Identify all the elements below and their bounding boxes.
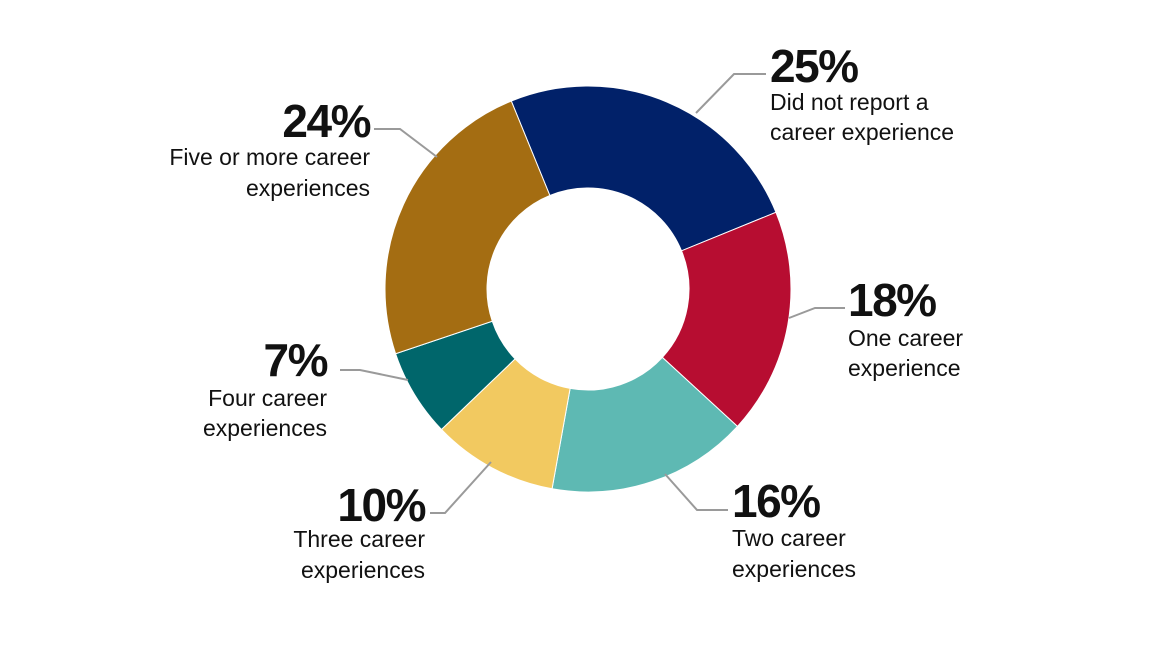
slice-value-label: 25% [770,40,858,92]
slice-value-label: 7% [264,334,328,386]
slice-category-label: Three career [293,526,425,552]
slice-category-label: Five or more career [169,144,370,170]
slice-value-label: 18% [848,274,936,326]
leader-line [695,73,766,114]
slice-category-label: experiences [203,415,327,441]
slice-category-label: Four career [208,385,327,411]
slice-category-label: experiences [246,175,370,201]
donut-slice [661,211,792,428]
slice-value-label: 16% [732,475,820,527]
slice-value-label: 10% [337,479,425,531]
slice-category-label: Two career [732,525,846,551]
slice-labels: 25%Did not report a career experience 18%O… [169,40,963,583]
leader-line [374,128,438,158]
slice-category-label: experience [848,355,961,381]
slice-category-label: experiences [301,557,425,583]
donut-slices [384,85,792,493]
leader-line [430,461,492,514]
leader-line [664,473,728,511]
slice-value-label: 24% [282,95,370,147]
slice-category-label: One career [848,325,963,351]
leader-line [788,307,845,319]
donut-slice [510,85,777,252]
leader-line [340,369,409,381]
donut-slice [384,100,551,355]
leader-lines [340,73,845,514]
slice-category-label: Did not report a [770,89,929,115]
slice-category-label: career experience [770,119,954,145]
donut-slice [551,356,739,493]
slice-category-label: experiences [732,556,856,582]
